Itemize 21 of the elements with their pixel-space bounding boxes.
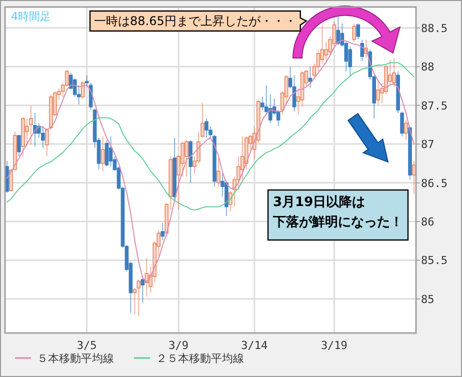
y-tick-label: 87.5 [421,99,448,112]
annotation-box: 3月19日以降は 下落が鮮明になった！ [267,189,409,241]
y-tick-label: 85 [421,292,434,306]
annotation: 一時は88.65円まで上昇したが・・・ [94,14,296,28]
annotation: 3月19日以降は [273,195,366,210]
x-tick-label: 3/19 [320,339,348,352]
y-tick-label: 86 [421,215,434,228]
y-tick-label: 88 [421,60,434,74]
y-tick-label: 86.5 [421,176,448,190]
annotation: 一時は88.65円まで上昇したが・・・ [89,10,308,32]
y-tick-label: 88.5 [421,22,448,35]
x-tick-label: 3/14 [241,339,268,352]
annotation: 下落が鮮明になった！ [272,215,403,230]
legend-label: ５本移動平均線 [37,352,114,365]
legend-label: ２５本移動平均線 [156,352,244,365]
chart-title: 4時間足 [11,10,51,23]
y-tick-label: 87 [421,138,434,152]
line-series [6,62,414,210]
x-tick-label: 3/9 [168,339,189,352]
x-tick-label: 3/5 [76,339,97,352]
y-tick-label: 85.5 [421,254,448,268]
